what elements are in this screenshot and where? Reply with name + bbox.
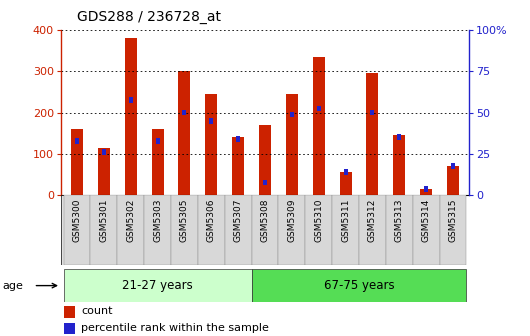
Bar: [313, 57, 325, 195]
Text: GSM5313: GSM5313: [395, 198, 404, 242]
Text: GSM5315: GSM5315: [448, 198, 457, 242]
Bar: [366, 74, 378, 195]
Bar: [305, 195, 332, 265]
Bar: [359, 195, 386, 265]
Text: GSM5306: GSM5306: [207, 198, 216, 242]
Bar: [447, 166, 459, 195]
Text: GSM5311: GSM5311: [341, 198, 350, 242]
Bar: [64, 306, 75, 318]
Text: 67-75 years: 67-75 years: [324, 279, 394, 292]
Bar: [64, 195, 91, 265]
Bar: [413, 195, 439, 265]
Bar: [340, 172, 351, 195]
Text: percentile rank within the sample: percentile rank within the sample: [81, 323, 269, 333]
Bar: [290, 112, 294, 118]
Text: GSM5308: GSM5308: [261, 198, 269, 242]
Bar: [64, 323, 75, 334]
Bar: [75, 138, 79, 144]
Bar: [263, 180, 267, 185]
Bar: [232, 137, 244, 195]
Bar: [179, 72, 190, 195]
Text: GSM5301: GSM5301: [100, 198, 109, 242]
Bar: [278, 195, 305, 265]
Bar: [117, 195, 144, 265]
Text: GSM5302: GSM5302: [126, 198, 135, 242]
Bar: [259, 125, 271, 195]
Bar: [209, 118, 213, 124]
Bar: [252, 269, 466, 302]
Text: 21-27 years: 21-27 years: [122, 279, 193, 292]
Bar: [225, 195, 252, 265]
Bar: [343, 169, 348, 175]
Bar: [91, 195, 117, 265]
Text: GSM5300: GSM5300: [73, 198, 82, 242]
Bar: [129, 97, 133, 103]
Bar: [451, 163, 455, 169]
Bar: [71, 129, 83, 195]
Text: GSM5303: GSM5303: [153, 198, 162, 242]
Bar: [393, 135, 405, 195]
Bar: [144, 195, 171, 265]
Bar: [236, 136, 240, 142]
Text: GDS288 / 236728_at: GDS288 / 236728_at: [77, 9, 221, 24]
Bar: [420, 189, 432, 195]
Text: GSM5305: GSM5305: [180, 198, 189, 242]
Bar: [102, 149, 106, 155]
Bar: [98, 148, 110, 195]
Text: GSM5312: GSM5312: [368, 198, 377, 242]
Bar: [386, 195, 413, 265]
Bar: [332, 195, 359, 265]
Bar: [125, 38, 137, 195]
Bar: [370, 110, 374, 116]
Bar: [156, 138, 160, 144]
Text: GSM5307: GSM5307: [234, 198, 243, 242]
Text: age: age: [3, 281, 23, 291]
Text: GSM5314: GSM5314: [421, 198, 430, 242]
Bar: [439, 195, 466, 265]
Bar: [182, 110, 187, 116]
Text: GSM5309: GSM5309: [287, 198, 296, 242]
Bar: [286, 94, 298, 195]
Bar: [198, 195, 225, 265]
Bar: [205, 94, 217, 195]
Bar: [64, 269, 252, 302]
Bar: [397, 134, 401, 140]
Bar: [317, 106, 321, 111]
Bar: [424, 186, 428, 192]
Text: GSM5310: GSM5310: [314, 198, 323, 242]
Bar: [171, 195, 198, 265]
Text: count: count: [81, 306, 112, 317]
Bar: [252, 195, 278, 265]
Bar: [152, 129, 164, 195]
